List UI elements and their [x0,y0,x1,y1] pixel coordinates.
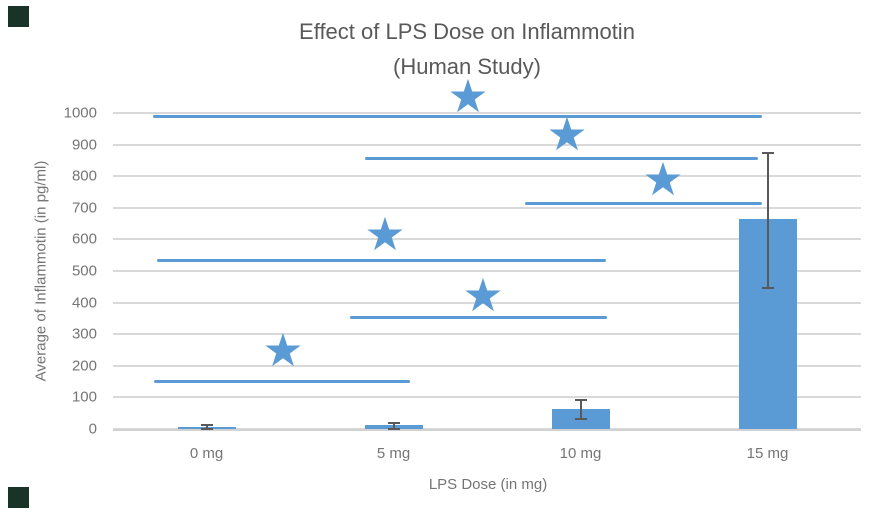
error-bar-cap-top [200,423,213,426]
x-axis-title: LPS Dose (in mg) [428,476,548,493]
gridline [113,175,861,178]
error-bar-cap-bottom [761,287,774,290]
y-tick-label: 200 [71,357,97,375]
corner-square-top-left [8,6,29,27]
y-tick-label: 700 [71,199,97,217]
gridline [113,333,861,336]
gridline [113,238,861,241]
error-bar-line [392,422,395,429]
error-bar-cap-bottom [574,418,587,421]
gridline [113,270,861,272]
y-tick-label: 500 [71,262,97,280]
y-tick-label: 600 [71,230,97,248]
error-bar-cap-top [387,421,400,424]
y-tick-label: 300 [71,325,97,343]
error-bar-cap-top [574,398,587,401]
chart-title-line1: Effect of LPS Dose on Inflammotin [299,19,635,44]
significance-line [350,316,607,320]
significance-star-icon: ★ [262,323,304,378]
error-bar-cap-bottom [387,428,400,430]
significance-line [525,201,762,205]
y-tick-label: 100 [71,388,97,406]
gridline [113,143,861,146]
corner-square-bottom-left [8,487,29,508]
gridline [113,206,861,209]
significance-star-icon: ★ [642,152,684,207]
x-tick-label: 10 mg [559,445,602,462]
significance-star-icon: ★ [447,69,489,124]
chart-title: Effect of LPS Dose on Inflammotin (Human… [299,14,635,84]
y-tick-label: 1000 [63,104,97,122]
y-tick-label: 900 [71,136,97,154]
error-bar-cap-bottom [200,428,213,430]
error-bar-line [766,153,769,289]
significance-line [157,259,606,263]
y-tick-label: 0 [88,420,97,438]
significance-line [153,114,762,118]
significance-line [154,380,410,384]
error-bar-cap-top [761,152,774,155]
error-bar-line [579,399,582,420]
x-axis-line [113,429,861,431]
significance-line [365,157,758,161]
gridline [113,301,861,304]
y-tick-label: 800 [71,167,97,185]
gridline [113,364,861,367]
y-tick-label: 400 [71,294,97,312]
x-tick-label: 5 mg [376,445,411,462]
gridline [113,112,861,114]
significance-star-icon: ★ [364,206,406,261]
gridline [113,396,861,399]
x-tick-label: 0 mg [189,445,224,462]
chart-title-line2: (Human Study) [393,54,541,79]
x-tick-label: 15 mg [746,445,789,462]
significance-star-icon: ★ [462,268,504,323]
significance-star-icon: ★ [546,106,588,161]
error-bar-line [205,424,208,429]
